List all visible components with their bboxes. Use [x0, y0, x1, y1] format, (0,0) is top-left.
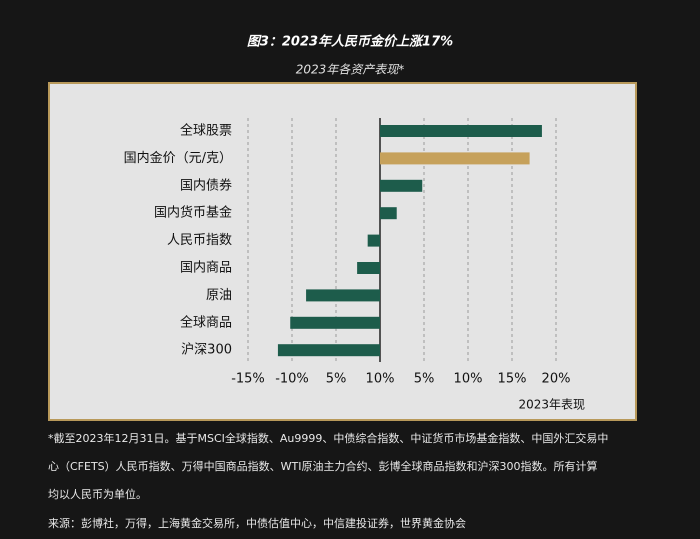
- y-tick-label: 国内货币基金: [154, 205, 232, 221]
- note-line: 均以人民币为单位。: [48, 488, 147, 501]
- x-axis-label: 2023年表现: [518, 398, 585, 412]
- plot-frame: [48, 82, 637, 421]
- source: 来源：彭博社，万得，上海黄金交易所，中债估值中心，中信建投证券，世界黄金协会: [48, 517, 466, 530]
- y-tick-label: 人民币指数: [167, 233, 232, 248]
- x-tick-label: 20%: [542, 372, 571, 387]
- bar: [380, 152, 530, 165]
- bar: [380, 179, 423, 192]
- bar: [290, 316, 380, 329]
- x-tick-label: 15%: [498, 372, 527, 387]
- bar: [380, 125, 542, 137]
- x-tick-label: 10%: [454, 372, 483, 387]
- y-tick-label: 原油: [206, 288, 232, 303]
- chart-title: 图3：2023年人民币金价上涨17%: [247, 34, 453, 50]
- y-tick-label: 全球商品: [180, 314, 232, 330]
- bar: [357, 262, 380, 274]
- bar: [380, 207, 397, 220]
- x-tick-label: 10%: [366, 372, 395, 387]
- bar: [277, 344, 380, 357]
- note-line: *截至2023年12月31日。基于MSCI全球指数、Au9999、中债综合指数、…: [48, 432, 609, 445]
- chart: 图3：2023年人民币金价上涨17% 2023年各资产表现* 2023年表现 -…: [48, 34, 637, 421]
- x-tick-label: -15%: [231, 372, 265, 387]
- y-tick-label: 全球股票: [180, 123, 232, 139]
- y-tick-label: 国内债券: [180, 177, 232, 193]
- bar: [306, 289, 380, 302]
- x-tick-label: 5%: [326, 372, 347, 387]
- x-tick-label: -10%: [275, 372, 309, 387]
- bar: [367, 234, 380, 247]
- x-tick-label: 5%: [414, 372, 435, 387]
- y-tick-label: 沪深300: [181, 342, 232, 358]
- y-tick-label: 国内商品: [180, 260, 232, 276]
- chart-subtitle: 2023年各资产表现*: [296, 63, 405, 77]
- y-tick-label: 国内金价（元/克）: [124, 150, 232, 166]
- note-line: 心（CFETS）人民币指数、万得中国商品指数、WTI原油主力合约、彭博全球商品指…: [48, 460, 598, 473]
